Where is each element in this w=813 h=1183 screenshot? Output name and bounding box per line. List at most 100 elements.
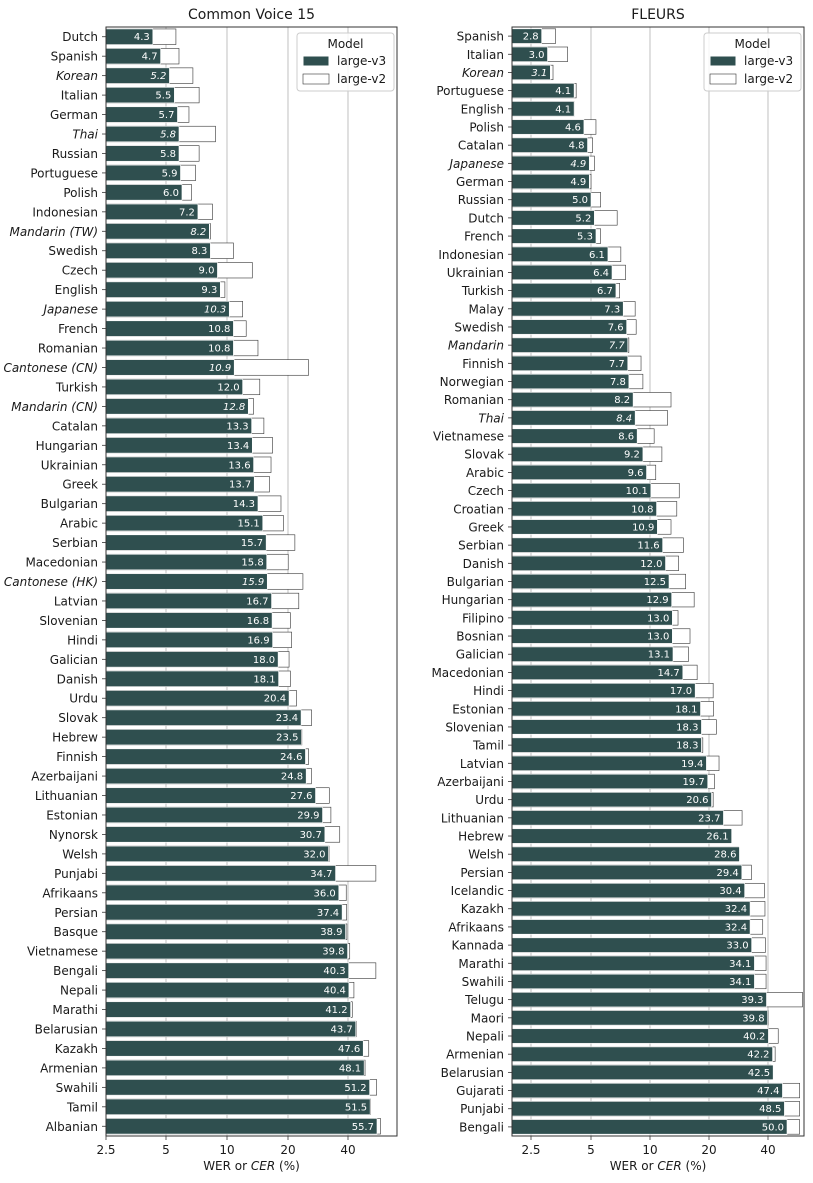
bar-large-v3 (512, 973, 755, 990)
bar-large-v3 (106, 398, 249, 415)
x-tick-label: 20 (701, 1143, 716, 1157)
bar-large-v3 (106, 320, 234, 337)
category-label: Vietnamese (433, 430, 504, 444)
data-label: 4.1 (555, 86, 571, 97)
category-label: Serbian (458, 539, 504, 553)
category-label: Bengali (53, 964, 98, 978)
bar-large-v3 (106, 67, 170, 84)
bar-large-v3 (106, 826, 326, 843)
bar-large-v3 (512, 810, 724, 826)
category-label: Urdu (475, 793, 504, 807)
data-label: 26.1 (706, 832, 728, 843)
bar-large-v3 (106, 223, 210, 240)
data-label: 4.6 (565, 122, 581, 133)
category-label: Czech (62, 264, 98, 278)
category-label: Nynorsk (49, 828, 98, 842)
category-label: Macedonian (431, 666, 504, 680)
data-label: 8.3 (191, 246, 207, 257)
category-label: Swedish (48, 244, 98, 258)
bar-large-v3 (106, 806, 323, 824)
category-label: Mandarin (TW) (9, 225, 98, 239)
x-axis-label-plain: WER or (203, 1159, 251, 1173)
category-label: Persian (54, 906, 98, 920)
category-label: Hungarian (36, 439, 98, 453)
data-label: 12.0 (217, 382, 239, 393)
data-label: 23.7 (698, 813, 720, 824)
bar-large-v3 (512, 137, 588, 153)
bar-large-v3 (512, 683, 696, 699)
category-label: Latvian (460, 757, 504, 771)
data-label: 23.4 (276, 713, 298, 724)
data-label: 5.2 (151, 71, 167, 82)
bar-large-v3 (106, 1001, 351, 1018)
data-label: 5.8 (160, 149, 176, 160)
data-label: 9.3 (201, 285, 217, 296)
bar-large-v3 (512, 101, 575, 117)
category-label: Bosnian (456, 630, 504, 644)
bar-large-v3 (512, 1064, 774, 1080)
data-label: 17.0 (670, 686, 692, 697)
bar-large-v3 (512, 192, 592, 208)
bar-large-v3 (512, 1010, 768, 1026)
data-label: 3.1 (531, 68, 547, 79)
bar-large-v3 (106, 612, 273, 629)
category-label: Welsh (62, 847, 98, 861)
data-label: 42.5 (748, 1068, 770, 1079)
data-label: 51.5 (345, 1102, 367, 1113)
category-label: Norwegian (440, 375, 504, 389)
category-label: Azerbaijani (31, 770, 98, 784)
bar-large-v3 (512, 301, 624, 317)
bar-large-v3 (106, 301, 230, 318)
data-label: 16.7 (246, 596, 268, 607)
data-label: 5.0 (572, 195, 588, 206)
data-label: 47.4 (757, 1086, 779, 1097)
data-label: 12.5 (644, 577, 666, 588)
x-tick-label: 5 (162, 1143, 170, 1157)
data-label: 39.8 (742, 1013, 764, 1024)
category-label: Italian (467, 48, 504, 62)
bar-large-v3 (106, 417, 252, 434)
bar-large-v3 (512, 173, 590, 190)
category-label: Arabic (60, 517, 98, 531)
bar-large-v3 (512, 83, 575, 99)
data-label: 5.2 (575, 213, 591, 224)
category-label: Lithuanian (441, 811, 504, 825)
category-label: Tamil (472, 739, 504, 753)
category-label: Belarusian (441, 1066, 504, 1080)
category-label: Japanese (448, 157, 505, 171)
bar-large-v3 (512, 319, 627, 335)
category-label: Danish (463, 557, 504, 571)
bar-large-v3 (106, 125, 180, 143)
category-label: Tamil (66, 1100, 98, 1114)
bar-large-v3 (106, 592, 272, 610)
category-label: Romanian (444, 393, 504, 407)
data-label: 28.6 (714, 850, 736, 861)
bar-large-v3 (512, 283, 617, 299)
category-label: Hungarian (442, 593, 504, 607)
data-label: 37.4 (317, 908, 339, 919)
category-label: Thai (72, 128, 98, 142)
category-label: Bulgarian (447, 575, 504, 589)
bar-large-v3 (512, 155, 590, 171)
data-label: 7.3 (604, 304, 620, 315)
data-label: 8.2 (190, 227, 206, 238)
legend: Model large-v3 large-v2 (296, 32, 395, 92)
category-label: Nepali (466, 1030, 504, 1044)
bar-large-v3 (512, 992, 767, 1008)
category-label: Mandarin (CN) (11, 400, 98, 414)
bar-large-v3 (512, 882, 745, 899)
bar-large-v3 (512, 555, 666, 571)
x-tick-label: 2.5 (521, 1143, 540, 1157)
data-label: 40.3 (323, 966, 345, 977)
data-label: 10.9 (632, 522, 654, 533)
bar-large-v3 (106, 476, 255, 493)
bar-large-v3 (512, 64, 551, 81)
x-tick-label: 40 (760, 1143, 775, 1157)
data-label: 10.8 (631, 504, 653, 515)
data-label: 4.8 (569, 141, 585, 152)
bar-large-v3 (512, 392, 634, 408)
bar-large-v3 (512, 664, 684, 680)
category-label: English (461, 102, 504, 116)
data-label: 43.7 (330, 1024, 352, 1035)
bar-large-v3 (106, 359, 235, 376)
